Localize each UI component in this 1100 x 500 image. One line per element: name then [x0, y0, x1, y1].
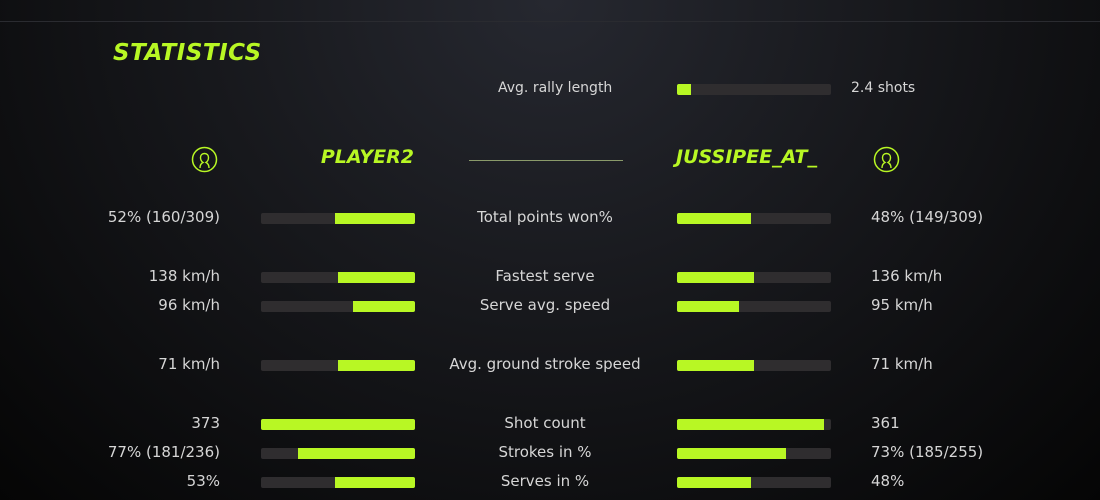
left-value: 138 km/h: [148, 267, 220, 285]
left-value: 96 km/h: [158, 296, 220, 314]
right-bar-fill: [677, 448, 787, 459]
rally-label: Avg. rally length: [498, 80, 613, 96]
stat-label: Serve avg. speed: [479, 296, 611, 314]
right-bar-fill: [677, 477, 751, 488]
stat-label: Total points won%: [477, 208, 613, 226]
right-value: 71 km/h: [871, 355, 933, 373]
page-title: STATISTICS: [113, 40, 262, 66]
stat-label: Serves in %: [500, 472, 590, 490]
left-bar: [261, 477, 415, 488]
stat-label: Avg. ground stroke speed: [449, 355, 641, 373]
right-bar: [677, 301, 831, 312]
user-circle-icon: [191, 146, 218, 173]
left-bar-fill: [338, 360, 415, 371]
left-bar: [261, 213, 415, 224]
right-bar-fill: [677, 360, 754, 371]
right-value: 48% (149/309): [871, 208, 984, 226]
right-value: 73% (185/255): [871, 443, 984, 461]
right-value: 136 km/h: [871, 267, 943, 285]
left-bar: [261, 448, 415, 459]
right-bar-fill: [677, 419, 825, 430]
rally-bar: [677, 84, 831, 95]
right-value: 48%: [871, 472, 905, 490]
left-bar-fill: [353, 301, 415, 312]
top-divider: [0, 21, 1100, 22]
left-value: 77% (181/236): [107, 443, 220, 461]
stat-label: Shot count: [504, 414, 586, 432]
left-value: 373: [191, 414, 220, 432]
user-circle-icon: [873, 146, 900, 173]
right-bar: [677, 272, 831, 283]
right-bar: [677, 360, 831, 371]
header-divider: [469, 160, 623, 161]
left-bar: [261, 272, 415, 283]
right-bar: [677, 477, 831, 488]
right-bar: [677, 419, 831, 430]
right-bar-fill: [677, 213, 751, 224]
stat-label: Fastest serve: [495, 267, 595, 285]
left-bar: [261, 301, 415, 312]
right-value: 361: [871, 414, 900, 432]
left-bar-fill: [334, 213, 415, 224]
left-value: 71 km/h: [158, 355, 220, 373]
right-bar: [677, 213, 831, 224]
right-bar-fill: [677, 272, 754, 283]
right-bar: [677, 448, 831, 459]
left-value: 53%: [186, 472, 220, 490]
stat-label: Strokes in %: [498, 443, 592, 461]
left-bar: [261, 419, 415, 430]
rally-value: 2.4 shots: [851, 80, 916, 96]
left-bar-fill: [334, 477, 415, 488]
left-player-name: PLAYER2: [320, 146, 414, 168]
right-bar-fill: [677, 301, 739, 312]
left-bar-fill: [297, 448, 415, 459]
left-bar-fill: [261, 419, 415, 430]
right-value: 95 km/h: [871, 296, 933, 314]
left-value: 52% (160/309): [107, 208, 220, 226]
left-bar-fill: [338, 272, 415, 283]
left-bar: [261, 360, 415, 371]
right-player-name: JUSSIPEE_AT_: [676, 146, 817, 168]
